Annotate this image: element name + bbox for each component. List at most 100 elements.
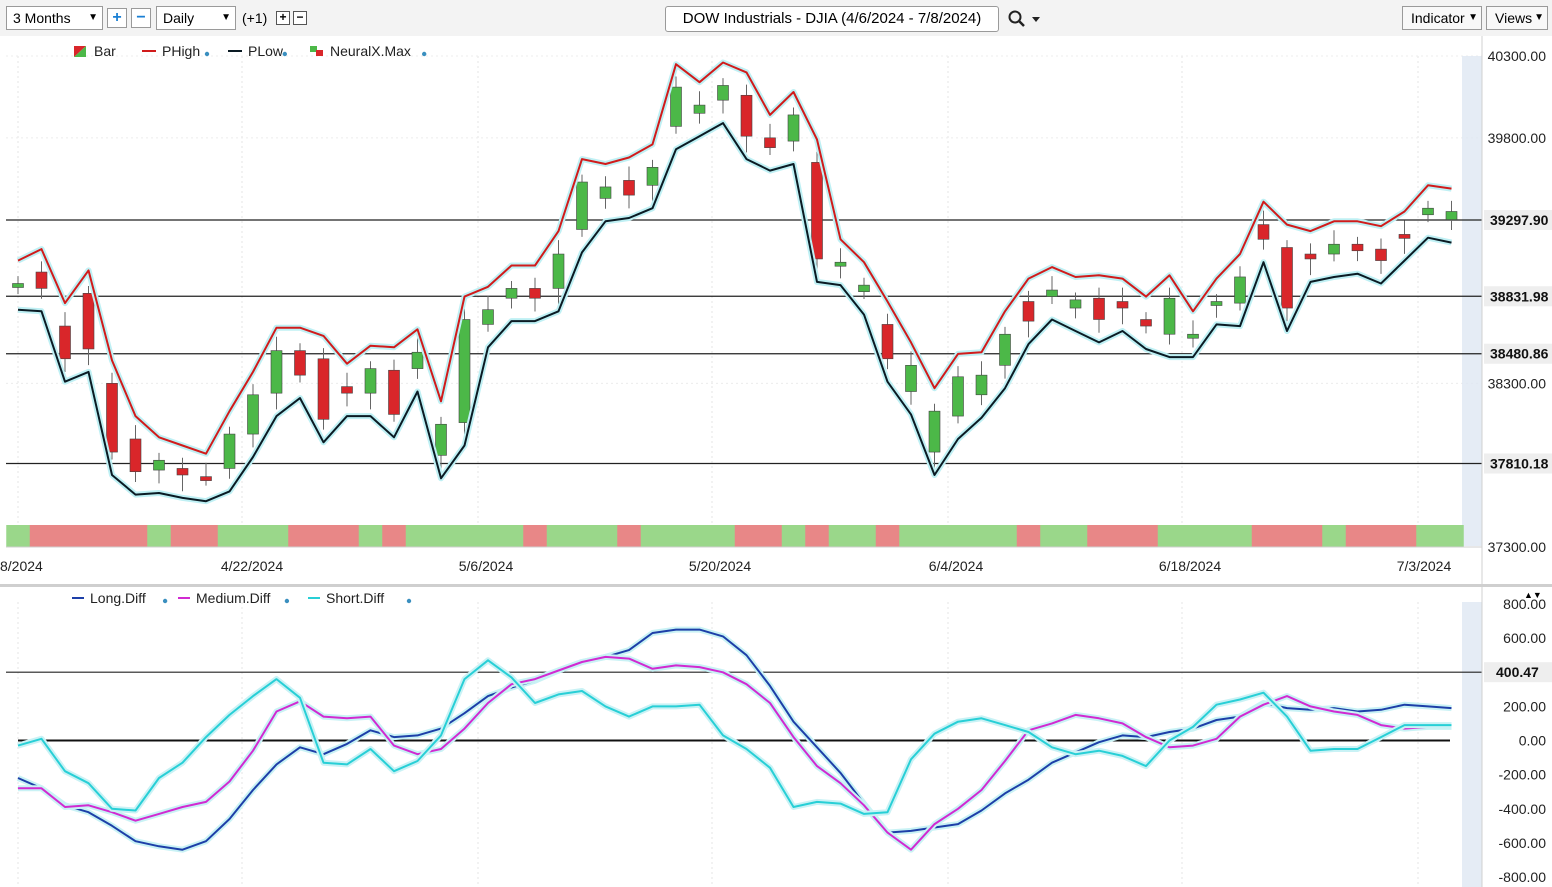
candle[interactable] [529,288,541,299]
candle[interactable] [1445,211,1458,220]
regime-band-segment [288,525,313,547]
candle[interactable] [1093,297,1105,320]
candle[interactable] [952,376,964,417]
chevron-down-icon: ▼ [221,12,231,23]
y-tick-label: -600.00 [1499,835,1547,851]
regime-band-segment [1087,525,1112,547]
level-label: 38480.86 [1490,346,1549,362]
offset-increase-button[interactable]: + [276,11,290,25]
plow-line[interactable] [17,122,1452,503]
regime-band-segment [241,525,266,547]
candle[interactable] [458,319,471,423]
regime-band-segment [805,525,830,547]
candle[interactable] [294,350,306,376]
candle[interactable] [858,284,870,292]
bar-legend-icon [74,46,86,57]
candle[interactable] [740,94,753,137]
regime-band-segment [452,525,477,547]
candle[interactable] [505,288,518,299]
regime-band-segment [1275,525,1300,547]
indicator-button[interactable]: Indicator ▼ [1402,6,1482,30]
candle[interactable] [599,186,612,199]
candle[interactable] [999,333,1011,366]
candle[interactable] [717,85,729,101]
candle[interactable] [905,365,917,392]
period-select[interactable]: 3 Months ▼ [6,6,103,30]
regime-band-segment [523,525,548,547]
candle[interactable] [787,114,800,142]
candle[interactable] [623,180,635,196]
candle[interactable] [975,374,988,396]
candle[interactable] [176,468,189,476]
views-button[interactable]: Views ▼ [1486,6,1548,30]
candle[interactable] [59,325,71,360]
regime-band-segment [429,525,454,547]
y-tick-label: 200.00 [1503,698,1546,714]
candle[interactable] [670,86,682,127]
candle[interactable] [247,394,259,435]
candle[interactable] [1187,333,1199,339]
candle[interactable] [317,358,330,420]
candle[interactable] [811,162,823,260]
search-button[interactable] [1006,8,1044,30]
candle[interactable] [106,383,118,453]
regime-band-segment [335,525,360,547]
candle[interactable] [881,324,894,360]
candle[interactable] [435,423,447,456]
candle[interactable] [1351,243,1364,252]
candle[interactable] [12,283,24,288]
neuralx-legend-icon [310,46,317,52]
candle[interactable] [153,459,165,471]
candle[interactable] [411,351,424,369]
candle[interactable] [82,293,95,350]
candle[interactable] [1257,224,1270,240]
pane-divider[interactable] [0,584,1552,587]
candle[interactable] [1069,299,1082,309]
offset-decrease-button[interactable]: − [293,11,307,25]
candle[interactable] [35,271,48,289]
candle[interactable] [1140,319,1152,327]
candle[interactable] [364,368,377,394]
phigh-line[interactable] [17,61,1452,455]
candle[interactable] [388,369,400,415]
candle[interactable] [482,309,494,325]
candle[interactable] [200,476,212,481]
candle[interactable] [1375,248,1387,261]
interval-select[interactable]: Daily ▼ [156,6,236,30]
candle[interactable] [834,261,847,267]
candle[interactable] [1046,289,1058,297]
candle[interactable] [1328,243,1340,255]
candle[interactable] [341,386,353,394]
candle[interactable] [1281,247,1293,309]
series-line-short-diff[interactable] [17,659,1452,815]
candle[interactable] [1210,301,1223,306]
candle[interactable] [223,433,236,469]
series-line-long-diff[interactable] [17,628,1452,851]
candle[interactable] [1022,301,1035,322]
candle[interactable] [928,410,941,453]
candle[interactable] [1398,234,1411,239]
regime-band-segment [922,525,947,547]
candle[interactable] [693,104,706,114]
candle[interactable] [1422,207,1434,216]
candle[interactable] [576,181,588,230]
regime-band-segment [1369,525,1394,547]
indicator-chart[interactable]: 800.00600.00400.00200.000.00-200.00-400.… [0,587,1552,887]
candle[interactable] [129,438,142,473]
zoom-out-button[interactable]: − [131,8,151,28]
zoom-in-button[interactable]: + [107,8,127,28]
candle[interactable] [646,166,659,186]
symbol-title-box[interactable]: DOW Industrials - DJIA (4/6/2024 - 7/8/2… [665,6,999,32]
price-chart[interactable]: 40300.00 39800.00 38300.00 37300.00 39297.90… [0,36,1552,584]
candle[interactable] [1304,253,1317,260]
regime-band-segment [1416,525,1441,547]
series-line-medium-diff[interactable] [18,655,1452,851]
candle[interactable] [1234,276,1246,304]
pane-collapse-icon[interactable]: ▲▼ [1524,590,1542,600]
candle[interactable] [552,253,565,289]
y-tick-label: 39800.00 [1488,130,1547,146]
candle[interactable] [270,350,283,394]
candle[interactable] [764,137,776,148]
candle[interactable] [1116,301,1129,309]
candle[interactable] [1163,297,1176,335]
